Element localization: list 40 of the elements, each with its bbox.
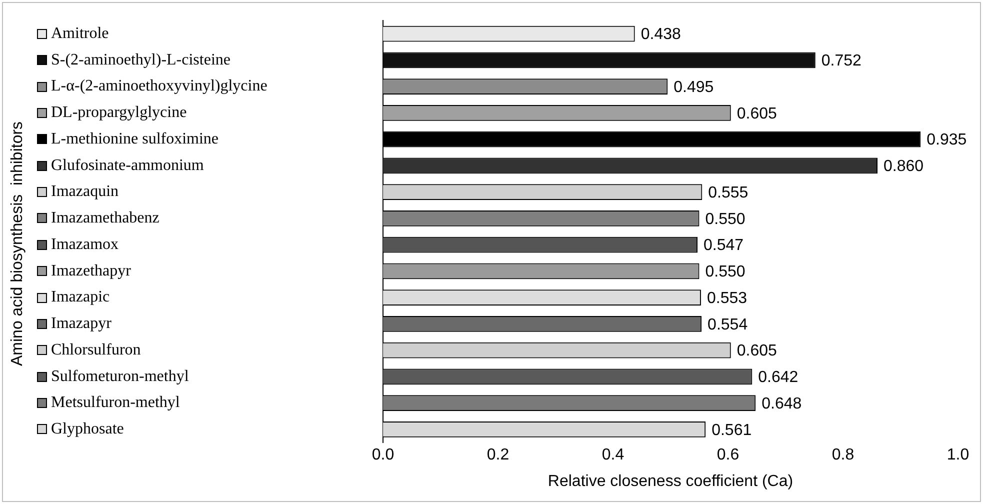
- x-tick-label: 0.4: [602, 446, 624, 464]
- y-tick-label: Sulfometuron-methyl: [51, 368, 190, 385]
- y-tick-label: L-α-(2-aminoethoxyvinyl)glycine: [51, 78, 268, 95]
- y-axis-title: Amino acid biosynthesis inhibitors: [9, 120, 27, 366]
- x-tick-label: 1.0: [946, 446, 970, 464]
- y-tick-label: L-methionine sulfoximine: [51, 130, 219, 148]
- data-label: 0.438: [640, 26, 681, 44]
- x-tick-label: 0.8: [832, 446, 854, 464]
- x-tick-label: 0.2: [486, 446, 510, 464]
- y-tick-label: Imazamox: [51, 236, 119, 253]
- y-tick-label: Glyphosate: [51, 420, 124, 438]
- data-label: 0.935: [926, 132, 967, 149]
- data-label: 0.550: [705, 210, 746, 228]
- data-label: 0.553: [706, 290, 748, 307]
- y-tick-label: Metsulfuron-methyl: [51, 394, 180, 412]
- y-tick-label: Glufosinate-ammonium: [51, 156, 204, 174]
- data-label: 0.495: [674, 78, 714, 96]
- x-tick-label: 0.0: [372, 446, 394, 464]
- data-label: 0.561: [712, 422, 752, 439]
- data-label: 0.550: [705, 264, 746, 281]
- y-tick-label: Imazaquin: [51, 183, 119, 200]
- y-tick-label: S-(2-aminoethyl)-L-cisteine: [51, 51, 230, 68]
- y-tick-label: Amitrole: [51, 24, 109, 42]
- data-label: 0.642: [758, 369, 798, 386]
- y-tick-label: Imazethapyr: [51, 262, 132, 280]
- y-tick-label: Imazapyr: [51, 315, 112, 332]
- data-label: 0.752: [821, 52, 862, 70]
- y-tick-label: Imazapic: [51, 288, 110, 306]
- data-label: 0.860: [884, 158, 924, 176]
- y-tick-label: Imazamethabenz: [51, 210, 160, 227]
- data-label: 0.648: [762, 395, 802, 412]
- y-tick-label: DL-propargylglycine: [51, 104, 187, 122]
- data-label: 0.605: [736, 342, 778, 360]
- data-label: 0.605: [736, 105, 778, 122]
- data-label: 0.554: [708, 316, 748, 334]
- x-tick-label: 0.6: [716, 446, 740, 464]
- data-label: 0.547: [704, 237, 744, 254]
- data-label: 0.555: [708, 184, 748, 202]
- x-axis-title: Relative closeness coefficient (Ca): [548, 472, 794, 490]
- y-tick-label: Chlorsulfuron: [51, 341, 141, 358]
